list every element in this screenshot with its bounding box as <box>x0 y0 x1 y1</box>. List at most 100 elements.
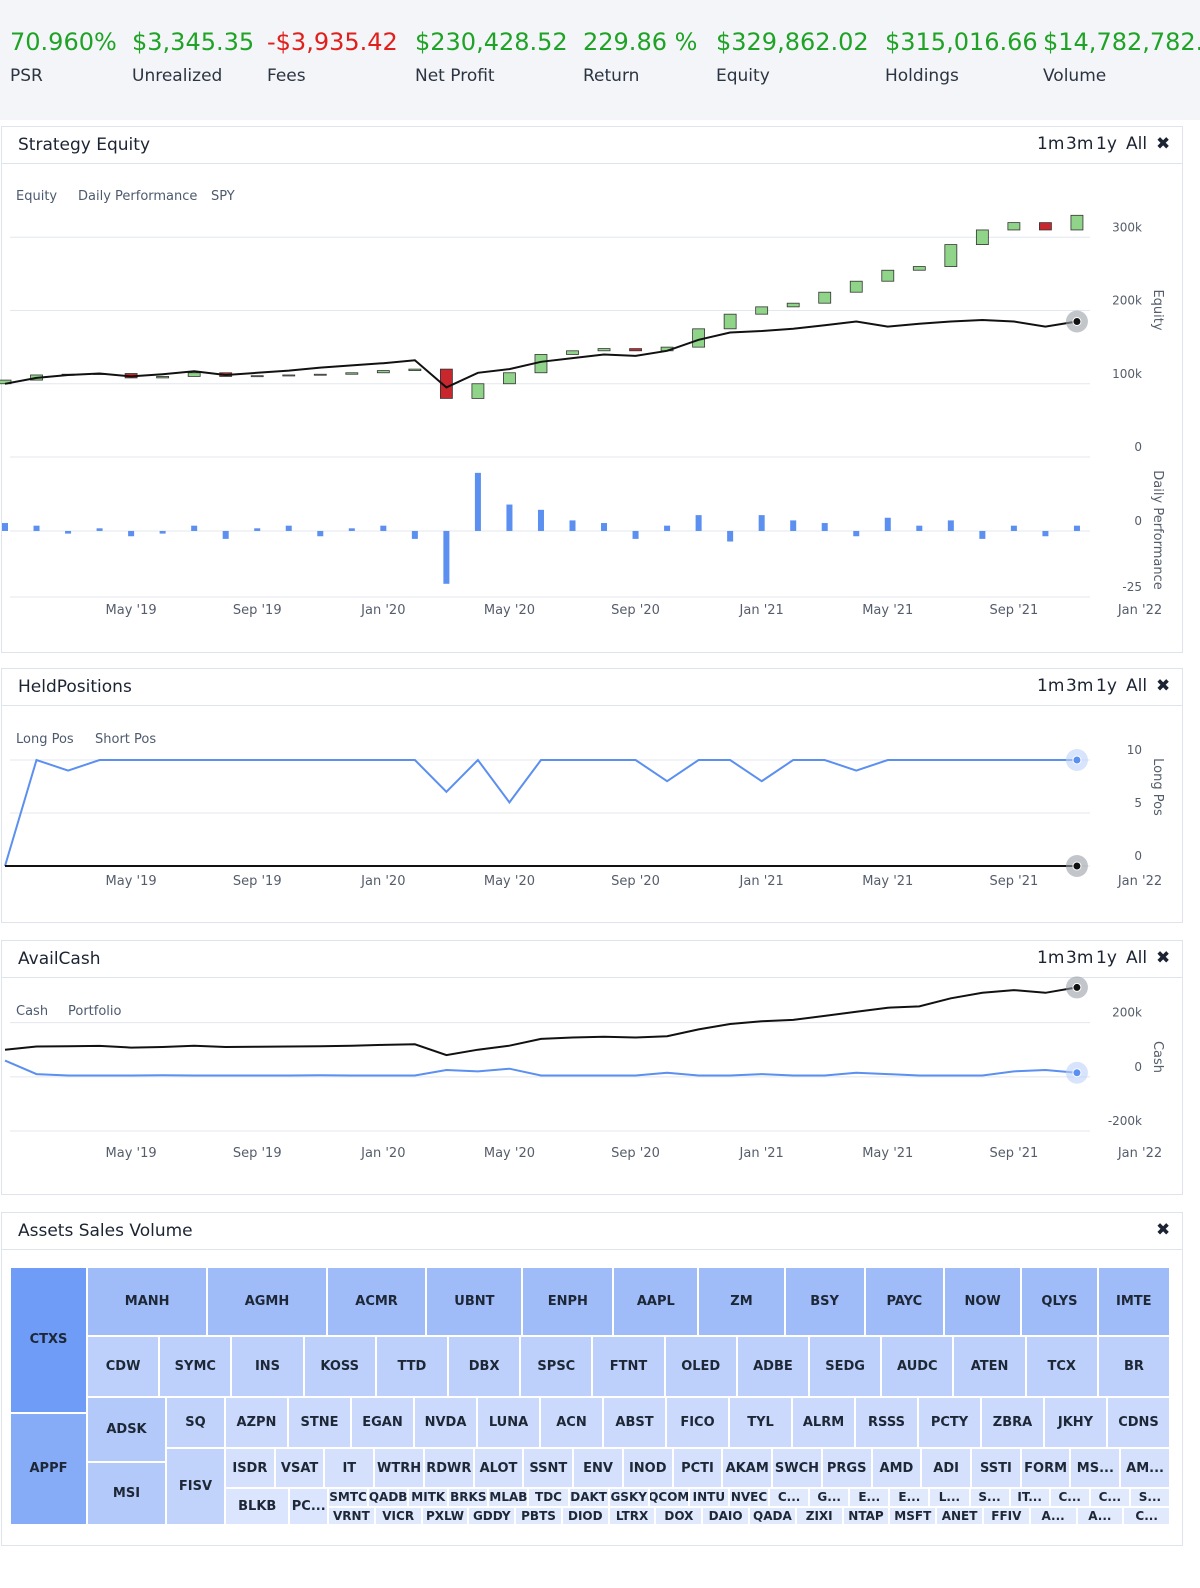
range-button[interactable]: All <box>1126 134 1148 154</box>
treemap-cell[interactable]: MLAB <box>488 1488 529 1507</box>
treemap-cell[interactable]: NOW <box>943 1267 1022 1336</box>
legend-item[interactable]: Portfolio <box>68 1004 122 1019</box>
treemap-cell[interactable]: PXLW <box>421 1506 469 1525</box>
treemap-cell[interactable]: AM... <box>1120 1448 1170 1488</box>
treemap-cell[interactable]: QADB <box>368 1488 409 1507</box>
treemap-cell[interactable]: C... <box>1049 1488 1090 1507</box>
treemap-cell[interactable]: PAYC <box>864 1267 944 1336</box>
treemap-cell[interactable]: QADA <box>749 1506 796 1525</box>
treemap-cell[interactable]: VICR <box>374 1506 422 1525</box>
treemap-cell[interactable]: LTRX <box>608 1506 656 1525</box>
treemap-cell[interactable]: KOSS <box>303 1336 376 1397</box>
treemap-cell[interactable]: QLYS <box>1021 1267 1098 1336</box>
legend-item[interactable]: Daily Performance <box>78 189 197 204</box>
treemap-cell[interactable]: PCTI <box>672 1448 723 1488</box>
treemap-cell[interactable]: TCX <box>1025 1336 1098 1397</box>
treemap-cell[interactable]: STNE <box>288 1397 351 1448</box>
treemap-cell[interactable]: NTAP <box>842 1506 890 1525</box>
range-button[interactable]: 3m <box>1066 676 1094 696</box>
treemap-cell[interactable]: MITK <box>408 1488 449 1507</box>
treemap-cell[interactable]: CDW <box>87 1336 160 1397</box>
treemap-cell[interactable]: ACMR <box>326 1267 427 1336</box>
treemap-cell[interactable]: INS <box>231 1336 304 1397</box>
treemap-cell[interactable]: G... <box>809 1488 850 1507</box>
treemap-cell[interactable]: WTRH <box>374 1448 424 1488</box>
treemap-cell[interactable]: AZPN <box>225 1397 288 1448</box>
treemap-cell[interactable]: C... <box>769 1488 810 1507</box>
treemap-cell[interactable]: MSI <box>87 1461 166 1525</box>
treemap-cell[interactable]: CDNS <box>1107 1397 1170 1448</box>
treemap-cell[interactable]: MSFT <box>889 1506 937 1525</box>
treemap-cell[interactable]: PC... <box>289 1488 328 1525</box>
treemap-cell[interactable]: C... <box>1123 1506 1171 1525</box>
legend-item[interactable]: Long Pos <box>16 732 74 747</box>
treemap-cell[interactable]: L... <box>929 1488 970 1507</box>
treemap-cell[interactable]: E... <box>849 1488 890 1507</box>
treemap-cell[interactable]: NVEC <box>728 1488 770 1507</box>
treemap-cell[interactable]: ABST <box>603 1397 666 1448</box>
treemap-cell[interactable]: VSAT <box>274 1448 325 1488</box>
treemap-cell[interactable]: EGAN <box>351 1397 414 1448</box>
treemap-cell[interactable]: ANET <box>936 1506 983 1525</box>
treemap-cell[interactable]: MANH <box>87 1267 208 1336</box>
treemap-cell[interactable]: FTNT <box>592 1336 665 1397</box>
range-button[interactable]: All <box>1126 948 1148 968</box>
treemap-cell[interactable]: SSTI <box>971 1448 1021 1488</box>
treemap-cell[interactable]: SQ <box>166 1397 225 1449</box>
treemap-cell[interactable]: SWCH <box>772 1448 822 1488</box>
treemap-cell[interactable]: BR <box>1097 1336 1171 1397</box>
legend-item[interactable]: Equity <box>16 189 57 204</box>
treemap-cell[interactable]: IT... <box>1009 1488 1050 1507</box>
treemap-cell[interactable]: ALRM <box>792 1397 855 1448</box>
treemap-cell[interactable]: TYL <box>729 1397 792 1448</box>
range-button[interactable]: 1y <box>1096 134 1117 154</box>
treemap-cell[interactable]: GDDY <box>468 1506 516 1525</box>
treemap-cell[interactable]: LUNA <box>477 1397 540 1448</box>
close-button[interactable]: ✖ <box>1156 676 1171 696</box>
range-button[interactable]: All <box>1126 676 1148 696</box>
range-button[interactable]: 1y <box>1096 948 1117 968</box>
treemap-cell[interactable]: AMD <box>871 1448 922 1488</box>
treemap-cell[interactable]: AGMH <box>207 1267 327 1336</box>
treemap-cell[interactable]: APPF <box>10 1412 87 1525</box>
treemap-cell[interactable]: DAIO <box>702 1506 750 1525</box>
legend-item[interactable]: Cash <box>16 1004 48 1019</box>
treemap-cell[interactable]: SYMC <box>159 1336 232 1397</box>
treemap-cell[interactable]: NVDA <box>414 1397 477 1448</box>
treemap-cell[interactable]: PRGS <box>821 1448 872 1488</box>
close-button[interactable]: ✖ <box>1156 134 1171 154</box>
treemap-cell[interactable]: PCTY <box>918 1397 981 1448</box>
treemap-cell[interactable]: BSY <box>784 1267 865 1336</box>
treemap-cell[interactable]: ADI <box>921 1448 972 1488</box>
treemap-cell[interactable]: S... <box>969 1488 1010 1507</box>
treemap-cell[interactable]: CTXS <box>10 1267 87 1413</box>
treemap-cell[interactable]: ACN <box>540 1397 603 1448</box>
treemap-cell[interactable]: DOX <box>655 1506 703 1525</box>
range-button[interactable]: 1y <box>1096 676 1117 696</box>
treemap-cell[interactable]: ENV <box>573 1448 623 1488</box>
treemap-cell[interactable]: ATEN <box>953 1336 1026 1397</box>
range-button[interactable]: 1m <box>1037 134 1065 154</box>
treemap-cell[interactable]: UBNT <box>426 1267 523 1336</box>
treemap-cell[interactable]: ISDR <box>225 1448 275 1488</box>
treemap-cell[interactable]: S... <box>1129 1488 1170 1507</box>
treemap-cell[interactable]: DAKT <box>568 1488 609 1507</box>
treemap-cell[interactable]: E... <box>889 1488 930 1507</box>
treemap-cell[interactable]: C... <box>1089 1488 1130 1507</box>
treemap-cell[interactable]: DBX <box>448 1336 521 1397</box>
treemap-cell[interactable]: FORM <box>1020 1448 1071 1488</box>
treemap-cell[interactable]: BRKS <box>448 1488 489 1507</box>
treemap-cell[interactable]: DIOD <box>561 1506 609 1525</box>
treemap-cell[interactable]: ZBRA <box>981 1397 1044 1448</box>
treemap-cell[interactable]: RDWR <box>423 1448 474 1488</box>
treemap-cell[interactable]: ZM <box>698 1267 785 1336</box>
close-button[interactable]: ✖ <box>1156 1220 1171 1240</box>
treemap-cell[interactable]: INTU <box>688 1488 729 1507</box>
range-button[interactable]: 3m <box>1066 134 1094 154</box>
treemap-cell[interactable]: A... <box>1076 1506 1124 1525</box>
treemap-cell[interactable]: IT <box>324 1448 375 1488</box>
treemap-cell[interactable]: FFIV <box>982 1506 1030 1525</box>
treemap-cell[interactable]: ZIXI <box>795 1506 843 1525</box>
treemap-cell[interactable]: ALOT <box>473 1448 524 1488</box>
treemap-cell[interactable]: A... <box>1029 1506 1077 1525</box>
